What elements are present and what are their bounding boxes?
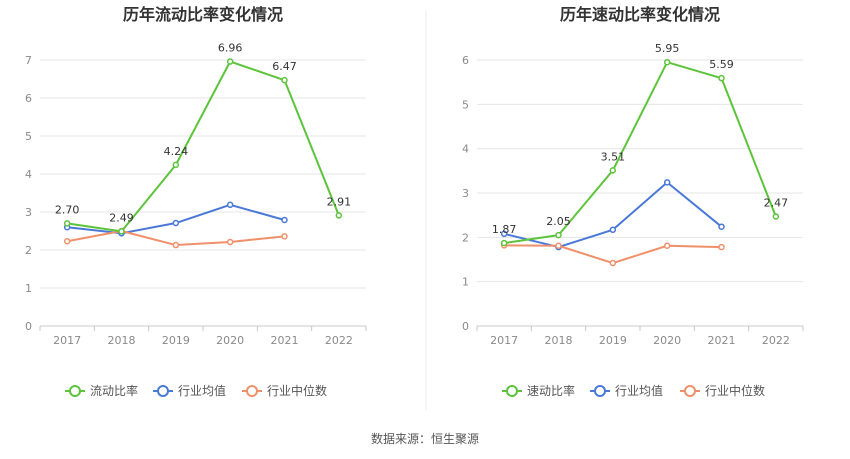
legend-item-median[interactable]: 行业中位数 [242, 383, 327, 398]
x-tick-label: 2020 [653, 334, 681, 347]
data-point-median [718, 243, 725, 251]
data-label: 2.05 [546, 215, 571, 228]
y-tick-label: 4 [462, 143, 469, 156]
chart-title: 历年速动比率变化情况 [560, 5, 720, 24]
legend-label: 行业均值 [615, 383, 663, 398]
data-point-average [718, 223, 725, 230]
data-label: 5.59 [709, 58, 734, 71]
y-tick-label: 0 [25, 320, 32, 333]
data-point-median [172, 241, 180, 249]
legend-marker-icon [69, 385, 81, 397]
legend-marker-icon [157, 385, 169, 397]
legend-label: 行业均值 [178, 383, 226, 398]
legend-label: 行业中位数 [267, 383, 327, 398]
legend-label: 速动比率 [527, 383, 575, 398]
data-point-average [663, 179, 671, 186]
series-line-primary [67, 60, 340, 233]
data-point-primary [335, 212, 343, 219]
data-point-average [281, 216, 288, 224]
data-point-median [281, 233, 288, 240]
data-label: 3.51 [601, 150, 626, 163]
x-tick-label: 2022 [325, 334, 353, 347]
legend-item-median[interactable]: 行业中位数 [680, 383, 765, 398]
data-label: 2.70 [55, 203, 80, 216]
legend-marker-icon [594, 385, 606, 397]
data-point-primary [718, 74, 725, 82]
x-tick-label: 2021 [708, 334, 736, 347]
y-tick-label: 3 [462, 187, 469, 200]
data-point-primary [609, 167, 617, 174]
data-point-primary [663, 58, 671, 66]
legend-item-average[interactable]: 行业均值 [590, 383, 663, 398]
legend-label: 行业中位数 [705, 383, 765, 398]
data-label: 2.91 [327, 195, 352, 208]
data-point-primary [172, 161, 180, 169]
data-label: 4.24 [164, 145, 189, 158]
data-point-average [500, 230, 508, 238]
x-tick-label: 2019 [599, 334, 627, 347]
data-label: 2.49 [109, 211, 134, 224]
data-label: 2.47 [764, 196, 789, 209]
data-point-average [172, 219, 180, 227]
y-tick-label: 6 [462, 54, 469, 67]
y-tick-label: 5 [25, 130, 32, 143]
x-tick-label: 2017 [53, 334, 81, 347]
y-tick-label: 3 [25, 206, 32, 219]
data-point-primary [555, 231, 562, 239]
legend-marker-icon [506, 385, 518, 397]
data-point-primary [500, 239, 508, 247]
data-point-primary [226, 58, 234, 65]
x-tick-label: 2019 [162, 334, 190, 347]
y-tick-label: 6 [25, 92, 32, 105]
data-point-average [609, 226, 617, 234]
series-line-primary [504, 61, 777, 245]
y-tick-label: 1 [25, 282, 32, 295]
legend-label: 流动比率 [90, 383, 138, 398]
legend-item-average[interactable]: 行业均值 [153, 383, 226, 398]
data-point-primary [281, 76, 288, 84]
data-label: 6.47 [272, 60, 297, 73]
data-point-primary [63, 220, 71, 227]
data-point-median [226, 238, 234, 246]
data-label: 5.95 [655, 42, 680, 55]
data-label: 1.87 [492, 223, 517, 236]
data-label: 6.96 [218, 42, 243, 55]
y-tick-label: 0 [462, 320, 469, 333]
quick-ratio-chart: 历年速动比率变化情况 0 1 2 3 4 5 6 2017 2018 2019 2020 2021 202… [462, 5, 804, 398]
data-point-primary [118, 228, 125, 235]
y-tick-label: 4 [25, 168, 32, 181]
data-point-median [663, 242, 671, 250]
y-tick-label: 2 [462, 231, 469, 244]
y-tick-label: 2 [25, 244, 32, 257]
x-tick-label: 2022 [762, 334, 790, 347]
legend-item-primary[interactable]: 流动比率 [65, 383, 138, 398]
x-tick-label: 2017 [490, 334, 518, 347]
y-tick-label: 7 [25, 54, 32, 67]
data-point-median [63, 238, 71, 245]
data-point-primary [772, 213, 780, 220]
y-tick-label: 1 [462, 276, 469, 289]
data-point-median [555, 242, 562, 250]
x-tick-label: 2020 [216, 334, 244, 347]
current-ratio-chart: 历年流动比率变化情况 0 1 2 3 4 5 6 7 2017 2018 2019 2020 2021 20… [25, 5, 367, 398]
data-point-median [609, 259, 617, 267]
chart-title: 历年流动比率变化情况 [123, 5, 283, 24]
legend-item-primary[interactable]: 速动比率 [502, 383, 575, 398]
y-tick-label: 5 [462, 98, 469, 111]
legend-marker-icon [684, 385, 696, 397]
data-point-average [226, 201, 234, 209]
source-note: 数据来源：恒生聚源 [371, 431, 479, 446]
legend-marker-icon [246, 385, 258, 397]
x-tick-label: 2018 [108, 334, 136, 347]
x-tick-label: 2018 [545, 334, 573, 347]
x-tick-label: 2021 [271, 334, 299, 347]
